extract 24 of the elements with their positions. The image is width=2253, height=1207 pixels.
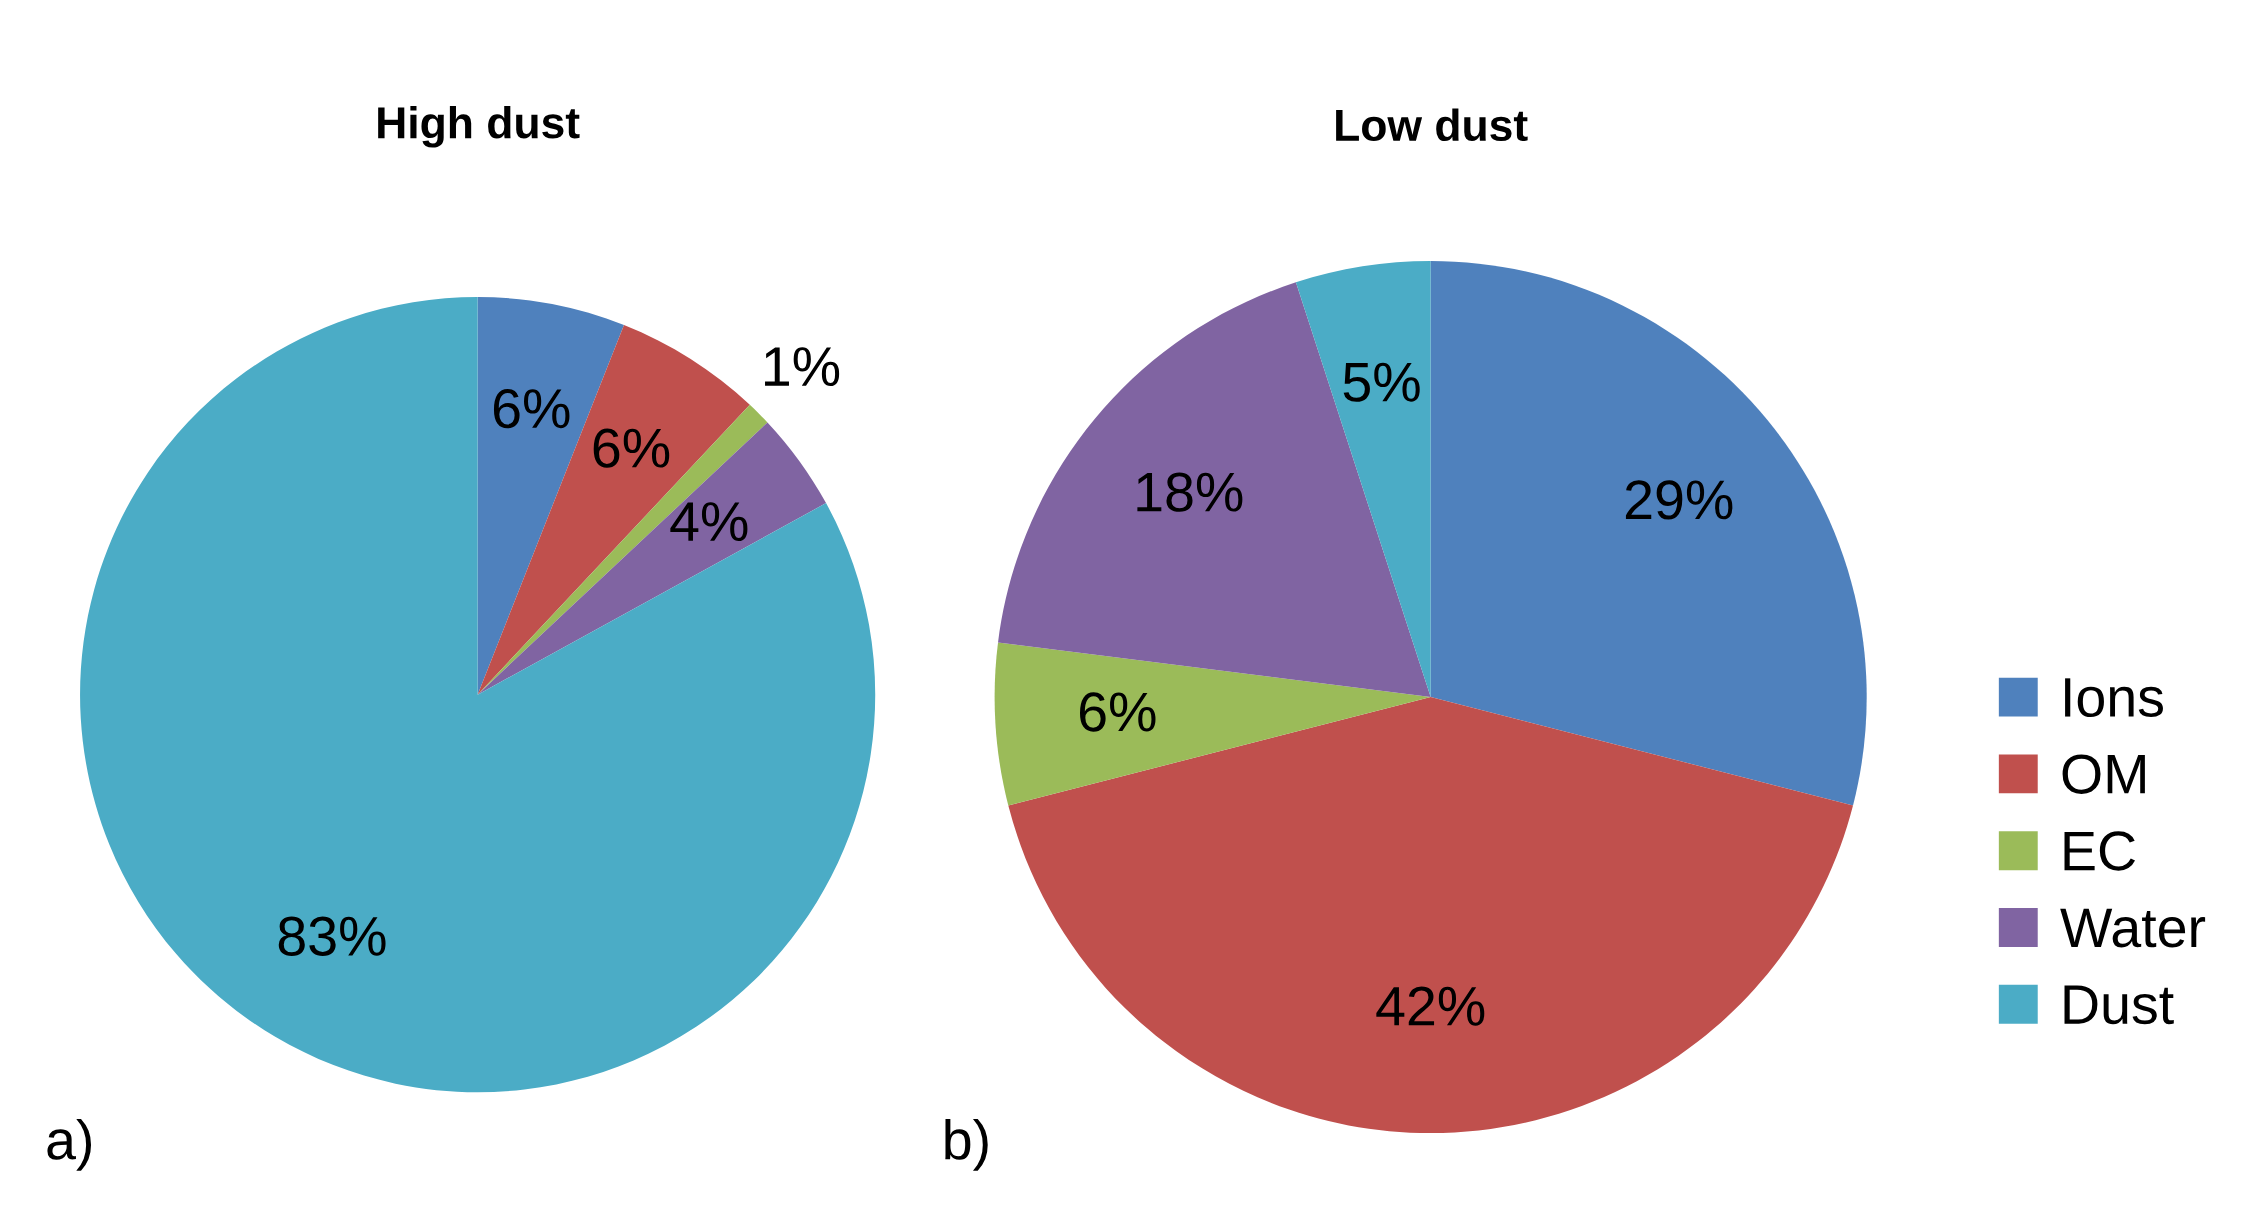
pie-slice: [994, 642, 1431, 806]
text: b): [945, 1119, 988, 1171]
data-label: 6%: [493, 389, 570, 429]
data-label: 29%: [1625, 480, 1733, 520]
chart-title: High dust: [378, 105, 580, 148]
legend-label: OM: [2062, 754, 2145, 794]
data-label: 6%: [593, 428, 670, 468]
legend-label: Ions: [2065, 678, 2163, 718]
data-label: 42%: [1376, 986, 1485, 1026]
legend-label: Water: [2060, 908, 2206, 948]
pie-slice: [80, 297, 876, 1093]
pie-slice: [1430, 260, 1867, 806]
data-label: 18%: [1137, 472, 1243, 512]
pie-slice: [1295, 260, 1431, 698]
pie-slice: [477, 324, 750, 695]
text: a): [47, 1119, 92, 1171]
data-label: 6%: [1079, 692, 1156, 732]
legend-label: EC: [2064, 831, 2136, 871]
legend-label: Dust: [2064, 985, 2174, 1025]
chart-title: Low dust: [1336, 108, 1528, 142]
data-label: 83%: [278, 916, 386, 956]
data-label: 5%: [1343, 362, 1420, 402]
data-label: 4%: [670, 502, 748, 542]
data-label: 1%: [765, 347, 840, 387]
